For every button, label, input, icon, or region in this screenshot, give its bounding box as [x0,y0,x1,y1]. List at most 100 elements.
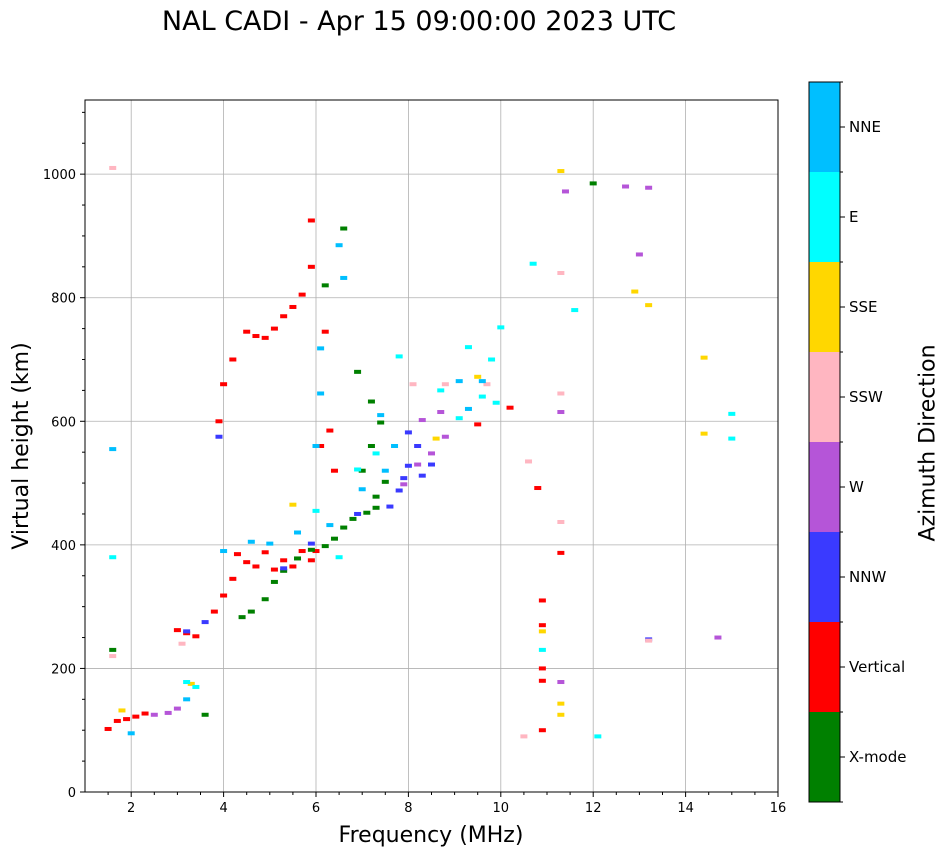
series-x-mode [109,181,597,717]
data-point [428,451,435,456]
data-point [280,568,288,573]
colorbar-segment [809,532,840,622]
data-point [109,165,117,170]
colorbar-tick-label: NNE [849,118,881,136]
data-point [492,400,500,405]
y-tick-label: 200 [51,662,76,677]
data-point [289,502,297,507]
data-point [400,482,408,487]
data-point [229,357,237,362]
data-point [404,463,412,468]
data-point [437,388,445,393]
series-ssw [109,165,653,739]
data-point [455,379,463,384]
data-point [557,519,565,524]
data-point [113,718,121,723]
data-point [270,567,278,572]
data-point [173,706,181,711]
x-axis-label: Frequency (MHz) [339,823,524,848]
x-tick-label: 16 [770,801,787,816]
data-point [247,609,255,614]
data-point [538,666,546,671]
data-point [395,354,403,359]
data-point [109,647,117,652]
colorbar-segment [809,352,840,442]
data-point [326,523,334,528]
data-point [534,486,542,491]
data-point [714,635,722,640]
data-point [520,734,528,739]
data-point [358,468,366,473]
y-axis-label: Virtual height (km) [9,342,34,549]
data-point [187,681,195,686]
data-point [335,243,343,248]
data-point [354,511,362,516]
data-point [229,576,237,581]
data-point [404,430,412,435]
y-tick-label: 400 [51,539,76,554]
data-point [381,468,389,473]
data-point [298,549,306,554]
data-point [488,357,496,362]
colorbar-segment [809,622,840,712]
data-point [307,547,315,552]
data-point [243,560,251,565]
series-nne [109,243,486,736]
data-point [441,434,449,439]
data-point [395,488,403,493]
data-point [215,419,223,424]
data-point [432,436,440,441]
data-point [437,410,445,415]
data-point [330,468,338,473]
data-point [589,181,597,186]
data-point [478,394,486,399]
data-point [372,451,380,456]
y-axis-ticks: 0 200 400 600 800 1000 [43,111,85,801]
data-point [298,292,306,297]
data-point [307,264,315,269]
plot-frame [84,99,779,793]
colorbar-tick-label: E [849,208,858,226]
data-point [261,335,269,340]
data-point [377,420,385,425]
data-point [700,355,708,360]
data-point [391,444,399,448]
x-tick-label: 12 [585,801,602,816]
data-point [183,629,191,634]
data-point [201,712,209,717]
y-tick-label: 800 [51,292,76,307]
y-tick-label: 1000 [43,168,76,183]
data-point [409,382,417,387]
data-point [538,728,546,733]
data-point [483,382,491,387]
data-point [289,564,297,569]
colorbar-label: Azimuth Direction [915,344,941,542]
y-tick-label: 0 [68,786,76,801]
data-point [317,444,325,448]
x-tick-label: 4 [219,801,227,816]
data-point [321,283,329,288]
data-point [506,405,514,410]
data-point [474,374,482,379]
colorbar-tick-label: SSW [849,388,883,406]
x-axis-ticks: 2 4 6 8 10 12 14 16 [107,792,787,816]
data-point [631,289,639,294]
data-point [645,185,653,190]
data-point [270,326,278,331]
data-point [645,638,653,643]
data-point [557,550,565,555]
data-point [538,647,546,652]
data-point [455,416,463,421]
data-point [354,467,362,472]
data-point [645,303,653,308]
colorbar-frame [808,81,841,803]
data-point [132,714,140,719]
data-point [220,593,228,598]
data-point [280,566,288,571]
data-point [266,541,274,546]
data-point [728,436,736,441]
data-point [557,712,565,717]
data-point [478,379,486,384]
data-point [728,411,736,416]
data-point [571,308,579,313]
